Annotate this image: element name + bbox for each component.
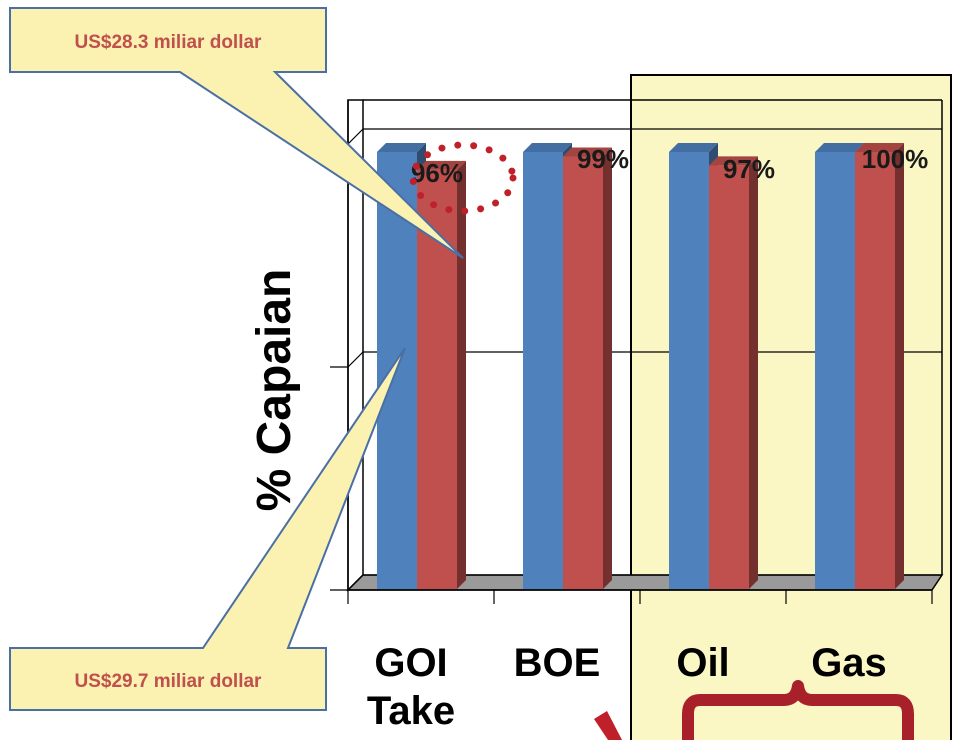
gridline-diag bbox=[347, 128, 364, 145]
category-label: Gas bbox=[811, 641, 887, 685]
category-label: BOE bbox=[514, 641, 601, 685]
bar bbox=[523, 152, 563, 589]
bar-top bbox=[855, 143, 904, 152]
bar-top bbox=[417, 160, 466, 170]
arrow-fragment bbox=[594, 711, 622, 740]
bar bbox=[815, 152, 855, 589]
callout-top-shape bbox=[9, 7, 464, 259]
data-label: 96% bbox=[411, 158, 463, 188]
bar bbox=[563, 156, 603, 589]
bar-side bbox=[603, 147, 612, 589]
bar-top bbox=[377, 143, 426, 152]
callout-top-text: US$28.3 miliar dollar bbox=[75, 32, 263, 53]
callout-bottom-text: US$29.7 miliar dollar bbox=[75, 671, 263, 692]
gridline-diag bbox=[347, 351, 364, 368]
bar-side bbox=[749, 156, 758, 589]
data-label: 99% bbox=[577, 144, 629, 174]
bars-group bbox=[377, 143, 904, 589]
bar-top bbox=[563, 147, 612, 157]
bar-top bbox=[709, 156, 758, 166]
callout-bottom-shape bbox=[9, 347, 406, 711]
bar-top bbox=[815, 143, 864, 152]
bar-side bbox=[457, 160, 466, 589]
category-label: GOI bbox=[374, 641, 447, 685]
bar bbox=[669, 152, 709, 589]
curly-brace bbox=[682, 680, 914, 740]
data-labels-group: 96% 99% 97% 100% bbox=[411, 144, 928, 188]
category-label: Oil bbox=[676, 641, 729, 685]
gridline-diag bbox=[347, 574, 364, 591]
y-axis-label: % Capaian bbox=[248, 269, 301, 512]
data-label: 97% bbox=[723, 154, 775, 184]
category-label: Take bbox=[367, 689, 455, 733]
bar-side bbox=[895, 143, 904, 589]
bar-top bbox=[523, 143, 572, 152]
bar bbox=[709, 165, 749, 589]
bar bbox=[855, 152, 895, 589]
callout-top: US$28.3 miliar dollar bbox=[9, 7, 464, 259]
callout-bottom: US$29.7 miliar dollar bbox=[9, 347, 406, 711]
dotted-highlight-circle bbox=[409, 141, 517, 215]
data-label: 100% bbox=[862, 144, 929, 174]
bar-top bbox=[669, 143, 718, 152]
